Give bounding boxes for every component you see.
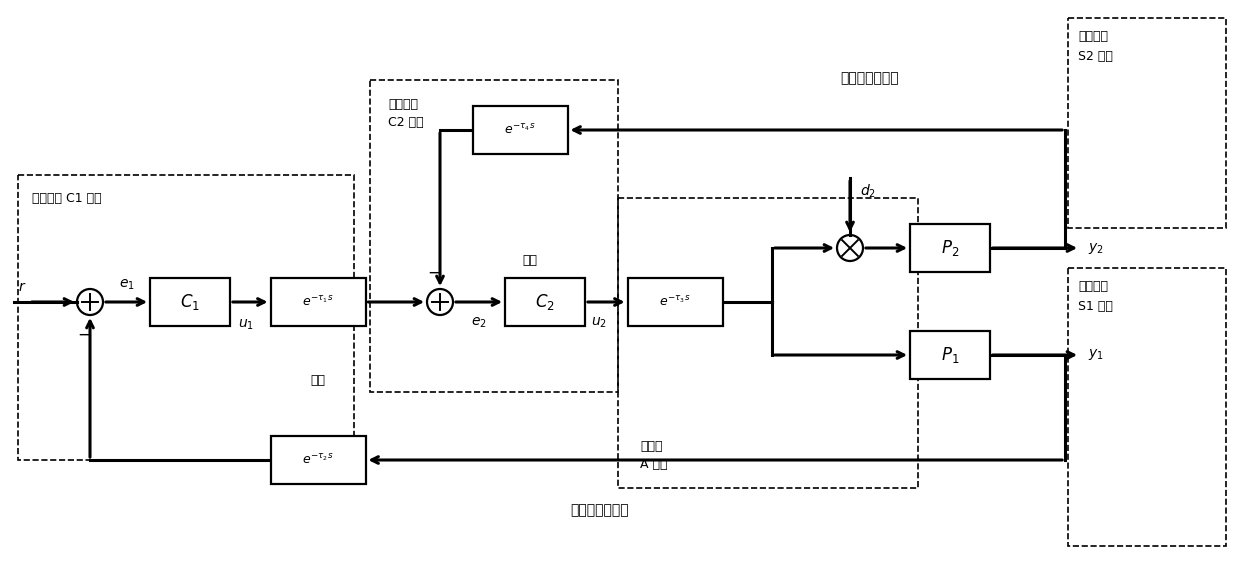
Text: $u_1$: $u_1$ bbox=[238, 318, 254, 332]
Bar bbox=[627, 278, 722, 326]
Text: $e_2$: $e_2$ bbox=[471, 316, 487, 331]
Text: 网络: 网络 bbox=[311, 374, 326, 386]
Text: $r$: $r$ bbox=[19, 280, 26, 294]
Text: $P_1$: $P_1$ bbox=[940, 345, 959, 365]
Text: $e^{-\tau_1 s}$: $e^{-\tau_1 s}$ bbox=[302, 295, 333, 309]
Text: 执行器: 执行器 bbox=[641, 440, 663, 453]
Text: 副传感器: 副传感器 bbox=[1078, 30, 1108, 43]
Text: $P_2$: $P_2$ bbox=[940, 238, 959, 258]
Text: C2 节点: C2 节点 bbox=[388, 116, 424, 129]
Bar bbox=[370, 80, 618, 392]
Text: $u_2$: $u_2$ bbox=[591, 316, 607, 331]
Bar bbox=[472, 106, 567, 154]
Text: 主闭环控制回路: 主闭环控制回路 bbox=[571, 503, 629, 517]
Text: S2 节点: S2 节点 bbox=[1078, 50, 1113, 63]
Text: $-$: $-$ bbox=[77, 325, 92, 343]
Bar bbox=[909, 331, 990, 379]
Text: 主控制器 C1 节点: 主控制器 C1 节点 bbox=[32, 192, 102, 205]
Text: 副闭环控制回路: 副闭环控制回路 bbox=[841, 71, 900, 85]
Text: $e_1$: $e_1$ bbox=[119, 278, 134, 292]
Bar bbox=[150, 278, 230, 326]
Text: $-$: $-$ bbox=[427, 263, 441, 281]
Bar bbox=[506, 278, 585, 326]
Bar bbox=[19, 175, 354, 460]
Text: $e^{-\tau_2 s}$: $e^{-\tau_2 s}$ bbox=[302, 453, 333, 467]
Bar bbox=[270, 278, 366, 326]
Text: A 节点: A 节点 bbox=[641, 458, 668, 471]
Text: $C_1$: $C_1$ bbox=[180, 292, 199, 312]
Text: 主传感器: 主传感器 bbox=[1078, 280, 1108, 293]
Text: $y_2$: $y_2$ bbox=[1088, 240, 1104, 255]
Bar bbox=[270, 436, 366, 484]
Text: $d_2$: $d_2$ bbox=[860, 183, 876, 200]
Text: $y_1$: $y_1$ bbox=[1088, 347, 1104, 363]
Bar bbox=[618, 198, 918, 488]
Bar bbox=[909, 224, 990, 272]
Text: $C_2$: $C_2$ bbox=[535, 292, 555, 312]
Text: $e^{-\tau_4 s}$: $e^{-\tau_4 s}$ bbox=[504, 123, 535, 137]
Text: 副控制器: 副控制器 bbox=[388, 98, 418, 111]
Text: $e^{-\tau_3 s}$: $e^{-\tau_3 s}$ bbox=[659, 295, 690, 309]
Bar bbox=[1068, 18, 1227, 228]
Text: 网络: 网络 bbox=[523, 254, 538, 267]
Bar bbox=[1068, 268, 1227, 546]
Text: S1 节点: S1 节点 bbox=[1078, 300, 1113, 313]
